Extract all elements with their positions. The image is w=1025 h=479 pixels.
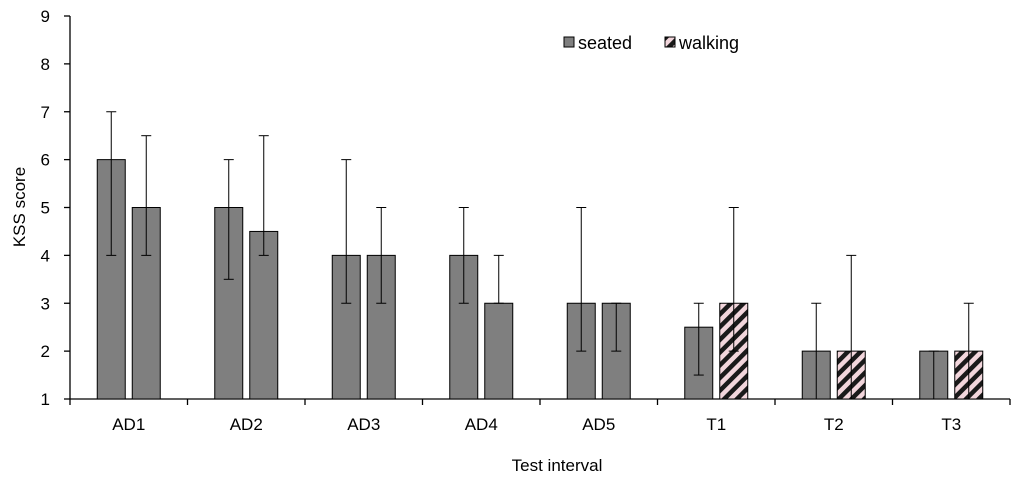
x-tick-label: T3 [941,415,961,434]
x-tick-label: AD4 [465,415,498,434]
y-tick-label: 6 [41,151,50,170]
legend-swatch-seated [563,36,575,48]
y-tick-label: 1 [41,390,50,409]
bar-walking-AD2 [249,230,279,400]
y-ticks: 1 2 3 4 5 6 7 8 9 [41,7,70,409]
y-tick-label: 4 [41,246,50,265]
y-tick-label: 2 [41,342,50,361]
legend: seated walking [563,33,739,53]
y-tick-label: 9 [41,7,50,26]
x-ticks: AD1 AD2 AD3 AD4 AD5 T1 T2 T3 [69,399,1011,434]
bar-seated-AD3 [331,254,361,400]
y-tick-label: 8 [41,55,50,74]
y-tick-label: 5 [41,199,50,218]
y-axis-title: KSS score [10,167,29,247]
x-tick-label: T1 [706,415,726,434]
error-bars [106,111,974,400]
axes [69,16,1010,400]
x-tick-label: AD5 [582,415,615,434]
x-axis-title: Test interval [512,456,603,475]
y-tick-label: 3 [41,294,50,313]
legend-swatch-walking [664,36,676,48]
legend-label-seated: seated [578,33,632,53]
x-tick-label: T2 [824,415,844,434]
x-tick-label: AD2 [230,415,263,434]
x-tick-label: AD1 [112,415,145,434]
y-tick-label: 7 [41,103,50,122]
legend-label-walking: walking [678,33,739,53]
bar-walking-AD4 [484,302,514,400]
x-tick-label: AD3 [347,415,380,434]
